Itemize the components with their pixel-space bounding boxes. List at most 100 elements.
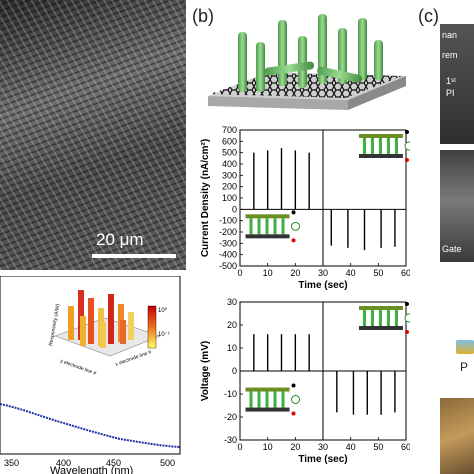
nanowire [256, 42, 265, 92]
x-tick-label: 20 [290, 442, 300, 452]
meter-icon [404, 141, 410, 151]
nanowire [358, 18, 367, 80]
y-tick-label: 30 [227, 297, 237, 307]
x-tick-label: 30 [318, 268, 328, 278]
colorbar-tick: 10⁰ [158, 307, 168, 314]
x-tick-label: 500 [160, 458, 175, 468]
nanowire [265, 391, 269, 408]
device-schematic-inset [245, 383, 301, 416]
y-tick-label: -10 [224, 389, 237, 399]
x-axis-label: Time (sec) [298, 280, 347, 291]
nanowire [362, 310, 366, 326]
inset-bar [68, 306, 74, 340]
terminal-dot [404, 158, 409, 162]
y-tick-label: -200 [219, 227, 237, 237]
x-tick-label: 30 [318, 442, 328, 452]
terminal-dot [291, 238, 296, 243]
bottom-electrode [245, 234, 290, 239]
colorbar-tick: 10⁻¹ [158, 332, 170, 338]
y-tick-label: 10 [227, 343, 237, 353]
x-tick-label: 450 [106, 458, 121, 468]
device-schematic-inset [358, 130, 410, 162]
nanowire [318, 14, 327, 84]
y-tick-label: 600 [222, 136, 237, 146]
nanowire [374, 40, 383, 80]
x-tick-label: 0 [237, 442, 242, 452]
inset-bar [78, 290, 84, 340]
x-axis-label: Time (sec) [298, 454, 347, 465]
nanowire [249, 218, 253, 235]
nanowire [386, 310, 390, 326]
x-tick-label: 350 [4, 458, 19, 468]
nanowire [394, 310, 398, 326]
x-tick-label: 400 [56, 458, 71, 468]
nanowire [281, 391, 285, 408]
device-chip [456, 340, 474, 354]
panel-c-device: P [440, 330, 474, 394]
meter-icon [404, 313, 410, 323]
sem-scalebar [92, 254, 176, 258]
nanowire [370, 310, 374, 326]
nanowire [281, 218, 285, 235]
bottom-electrode [245, 407, 290, 412]
y-tick-label: 200 [222, 182, 237, 192]
x-tick-label: 40 [346, 268, 356, 278]
spectrum-plot: 10⁰ 10⁻¹ Responsivity (A/W) y electrode … [0, 276, 181, 474]
spectrum-xlabel: Wavelength (nm) [50, 465, 133, 474]
panel-b-label: (b) [192, 6, 214, 26]
panel-c-image-middle: Gate [440, 150, 474, 262]
terminal-dot [404, 330, 409, 334]
bottom-electrode [358, 154, 403, 158]
panel-c-text: rem [442, 50, 458, 60]
panel-c-photo [440, 398, 474, 474]
device-schematic-inset [245, 210, 301, 243]
x-tick-label: 20 [290, 268, 300, 278]
terminal-dot [291, 383, 296, 388]
terminal-dot [291, 411, 296, 416]
y-tick-label: 0 [232, 366, 237, 376]
nanowire [265, 218, 269, 235]
inset-bar [80, 316, 86, 346]
x-tick-label: 60 [401, 442, 410, 452]
y-tick-label: -400 [219, 250, 237, 260]
spectrum-line [0, 403, 181, 448]
nanowire [378, 138, 382, 154]
y-axis-label: Current Density (nA/cm²) [200, 139, 211, 257]
panel-c-image-top: nan rem 1ˢᵗ PI [440, 24, 474, 144]
meter-icon [291, 221, 301, 231]
inset-bar [108, 294, 114, 344]
nanowire [278, 20, 287, 86]
x-tick-label: 10 [263, 268, 273, 278]
nanowire [238, 32, 247, 92]
y-tick-label: 20 [227, 320, 237, 330]
top-electrode [245, 214, 290, 219]
panel-c-text: PI [446, 88, 455, 98]
panel-c-text: 1ˢᵗ [446, 76, 457, 86]
y-axis-label: Voltage (mV) [200, 341, 211, 401]
nanowire [378, 310, 382, 326]
x-tick-label: 40 [346, 442, 356, 452]
inset-bar [128, 312, 134, 340]
x-tick-label: 50 [373, 442, 383, 452]
nanowire [257, 391, 261, 408]
top-electrode [245, 387, 290, 392]
voltage-chart: -30 -20 -10 0 10 20 30 0 10 20 30 40 50 60 Time (sec) V… [200, 297, 410, 465]
nanowire [386, 138, 390, 154]
y-tick-label: -100 [219, 216, 237, 226]
inset-colorbar [147, 305, 157, 349]
y-tick-label: -500 [219, 261, 237, 271]
nanowire [338, 28, 347, 84]
terminal-dot [404, 130, 409, 134]
nanowire [394, 138, 398, 154]
nanowire [249, 391, 253, 408]
inset-bar [120, 320, 126, 344]
sem-scale-label: 20 μm [96, 230, 144, 249]
x-tick-label: 50 [373, 268, 383, 278]
x-tick-label: 0 [237, 268, 242, 278]
nanowire [264, 61, 315, 76]
nanowire [273, 391, 277, 408]
y-tick-label: 0 [232, 204, 237, 214]
panel-c-text: Gate [442, 244, 462, 254]
current-density-chart: -500-400-300-200-10001002003004005006007… [200, 125, 410, 291]
terminal-dot [404, 302, 409, 306]
